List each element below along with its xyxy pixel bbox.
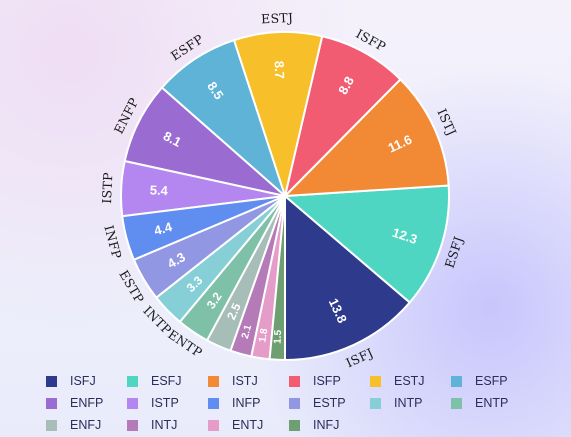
legend-swatch	[451, 397, 462, 409]
legend-label: INFJ	[313, 418, 340, 432]
legend-swatch	[208, 397, 219, 409]
legend-item-isfj: ISFJ	[46, 370, 127, 392]
legend-swatch	[46, 375, 57, 387]
legend-item-enfp: ENFP	[46, 392, 127, 414]
category-label-estj: ESTJ	[261, 10, 294, 26]
legend-item-infp: INFP	[208, 392, 289, 414]
legend-item-entp: ENTP	[451, 392, 532, 414]
pie-slice-isfj	[284, 195, 411, 361]
legend-label: ESFJ	[151, 374, 182, 388]
legend-item-estp: ESTP	[289, 392, 370, 414]
legend-swatch	[127, 397, 138, 409]
legend-swatch	[208, 419, 219, 431]
pie-slice-istj	[284, 78, 450, 197]
legend-label: ENTJ	[232, 418, 264, 432]
value-label-enfp: 8.1	[161, 128, 184, 150]
legend-label: INTJ	[151, 418, 178, 432]
chart-legend: ISFJ ESFJ ISTJ ISFP ESTJ ESFP ENFP ISTP INFP ESTP…	[46, 370, 566, 436]
legend-item-intj: INTJ	[127, 414, 208, 436]
value-label-infp: 4.4	[152, 219, 174, 238]
value-label-istp: 5.4	[149, 182, 169, 198]
legend-swatch	[370, 397, 381, 409]
legend-item-esfj: ESFJ	[127, 370, 208, 392]
legend-swatch	[451, 375, 462, 387]
legend-label: ESTP	[313, 396, 346, 410]
legend-item-enfj: ENFJ	[46, 414, 127, 436]
legend-label: ESFP	[475, 374, 508, 388]
legend-swatch	[289, 397, 300, 409]
legend-item-infj: INFJ	[289, 414, 370, 436]
category-label-isfj: ISFJ	[344, 345, 376, 371]
value-label-estj: 8.7	[272, 60, 288, 79]
legend-swatch	[46, 419, 57, 431]
category-label-istp: ISTP	[99, 172, 115, 204]
legend-label: ISTP	[151, 396, 179, 410]
legend-item-estj: ESTJ	[370, 370, 451, 392]
legend-label: ENTP	[475, 396, 509, 410]
legend-item-istp: ISTP	[127, 392, 208, 414]
legend-label: INTP	[394, 396, 423, 410]
legend-swatch	[289, 419, 300, 431]
legend-label: INFP	[232, 396, 261, 410]
legend-item-esfp: ESFP	[451, 370, 532, 392]
legend-swatch	[46, 397, 57, 409]
value-label-enfj: 2.5	[224, 301, 244, 322]
value-label-intj: 2.1	[240, 323, 254, 340]
legend-swatch	[127, 419, 138, 431]
legend-label: ESTJ	[394, 374, 425, 388]
legend-item-istj: ISTJ	[208, 370, 289, 392]
legend-swatch	[370, 375, 381, 387]
pie-slice-esfj	[284, 184, 450, 304]
value-label-entj: 1.8	[257, 327, 270, 343]
legend-item-intp: INTP	[370, 392, 451, 414]
legend-item-isfp: ISFP	[289, 370, 370, 392]
legend-item-entj: ENTJ	[208, 414, 289, 436]
legend-label: ISFP	[313, 374, 341, 388]
category-label-esfj: ESFJ	[442, 234, 467, 270]
pie-value-labels: 13.812.311.68.88.78.58.15.44.44.33.33.22…	[149, 60, 419, 344]
pie-slice-esfp	[160, 39, 286, 197]
category-label-infp: INFP	[101, 224, 124, 261]
legend-label: ISFJ	[70, 374, 96, 388]
legend-label: ENFJ	[70, 418, 102, 432]
legend-swatch	[208, 375, 219, 387]
pie-slices	[120, 31, 450, 362]
legend-label: ENFP	[70, 396, 104, 410]
pie-slice-infj	[268, 195, 286, 362]
legend-label: ISTJ	[232, 374, 258, 388]
value-label-infj: 1.5	[273, 329, 285, 344]
legend-swatch	[289, 375, 300, 387]
legend-swatch	[127, 375, 138, 387]
pie-slice-estj	[232, 31, 324, 197]
category-label-istj: ISTJ	[434, 106, 459, 138]
